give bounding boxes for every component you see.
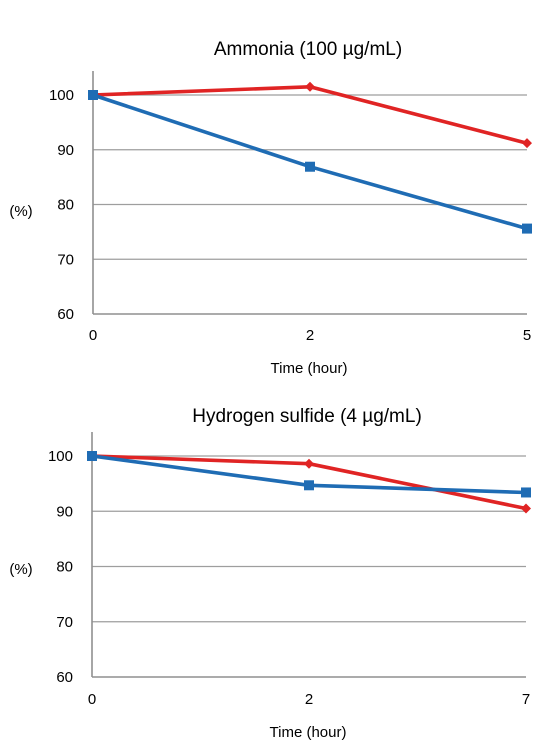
- y-tick-label: 100: [48, 448, 73, 465]
- x-tick-label: 0: [89, 327, 97, 344]
- square-marker: [521, 487, 531, 498]
- x-tick-label: 2: [306, 327, 314, 344]
- chart-title: Hydrogen sulfide (4 µg/mL): [192, 406, 422, 427]
- y-tick-label: 70: [57, 251, 74, 268]
- y-tick-label: 100: [49, 87, 74, 104]
- square-marker: [304, 480, 314, 491]
- diamond-marker: [305, 81, 315, 92]
- y-tick-label: 80: [56, 559, 73, 576]
- x-tick-label: 2: [305, 691, 313, 708]
- square-marker: [305, 161, 315, 172]
- y-axis-label: (%): [9, 561, 32, 578]
- x-tick-label: 0: [88, 691, 96, 708]
- diamond-marker: [304, 458, 314, 469]
- chart-hydrogen-sulfide: Hydrogen sulfide (4 µg/mL) 60 70 80 90 100 0 2 7…: [9, 406, 531, 741]
- diamond-marker: [522, 138, 532, 149]
- y-tick-label: 90: [56, 503, 73, 520]
- diamond-marker: [521, 503, 531, 514]
- x-axis-label: Time (hour): [271, 360, 348, 377]
- y-tick-label: 70: [56, 614, 73, 631]
- y-axis-label: (%): [9, 203, 32, 220]
- y-tick-label: 60: [56, 669, 73, 686]
- x-tick-label: 5: [523, 327, 531, 344]
- x-axis-label: Time (hour): [270, 724, 347, 741]
- y-tick-label: 90: [57, 142, 74, 159]
- chart-title: Ammonia (100 µg/mL): [214, 39, 402, 60]
- square-marker: [87, 451, 97, 461]
- x-tick-label: 7: [522, 691, 530, 708]
- square-marker: [88, 90, 98, 100]
- y-tick-label: 60: [57, 306, 74, 323]
- square-marker: [522, 223, 532, 234]
- y-tick-label: 80: [57, 197, 74, 214]
- chart-ammonia: Ammonia (100 µg/mL) 60 70 80 90 100 0 2 5 Time (h…: [9, 39, 532, 377]
